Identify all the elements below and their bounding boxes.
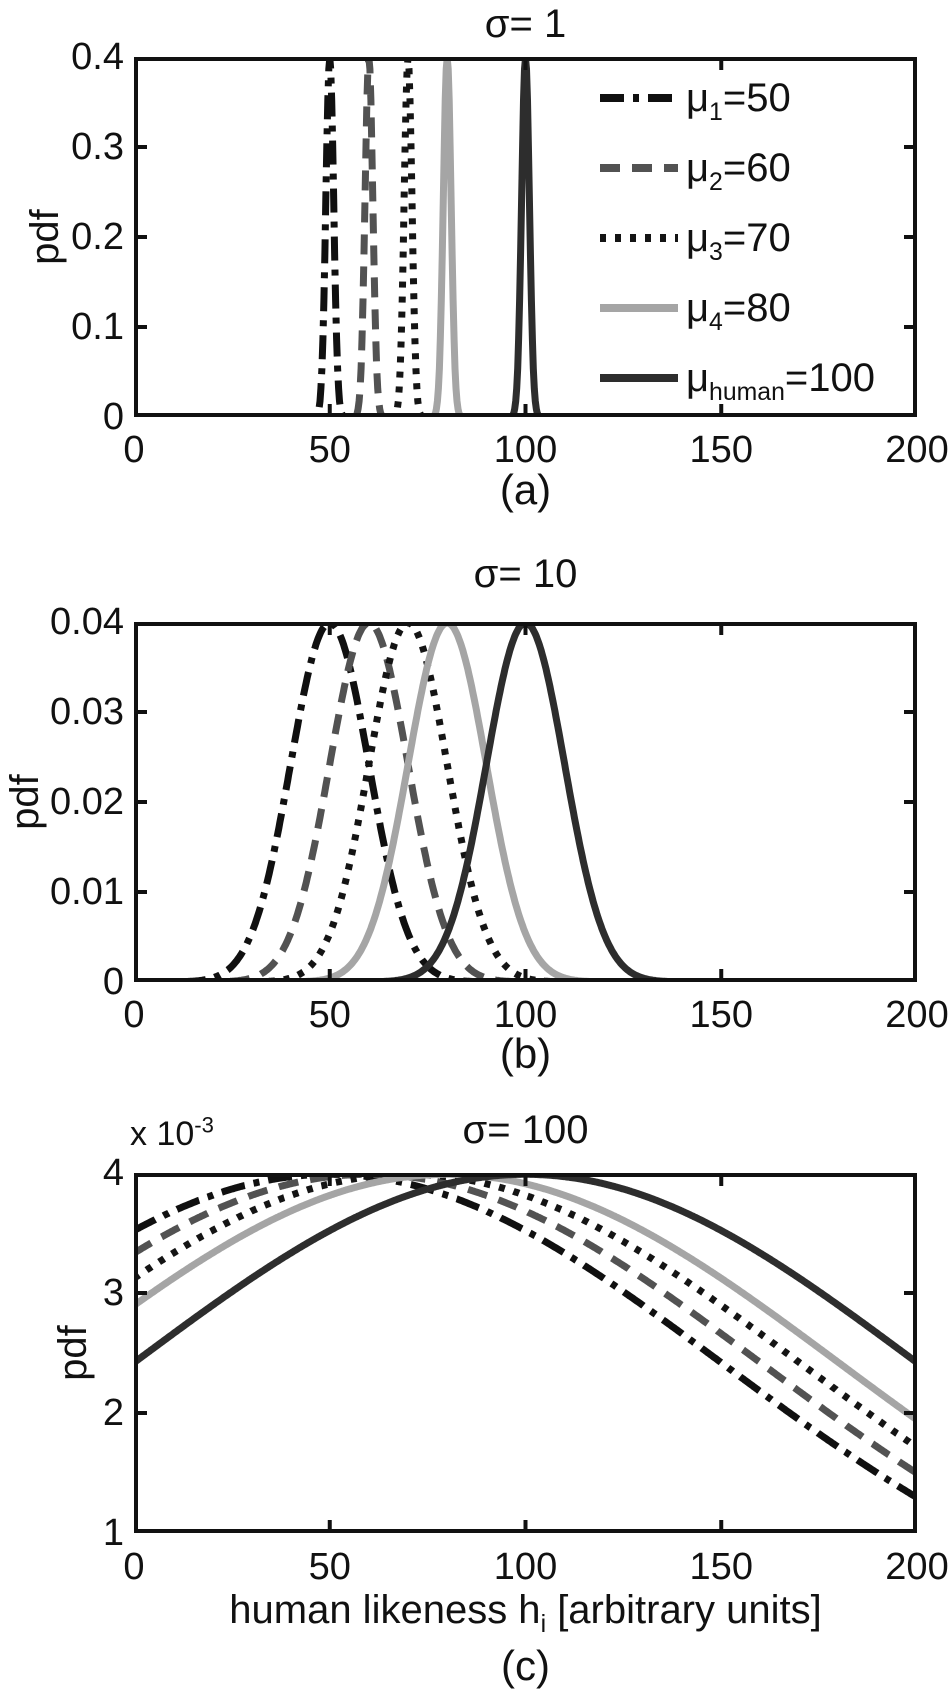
subplot-c-xaxis-label: human likeness hi [arbitrary units] [134,1588,917,1637]
ytick-label: 1 [102,1512,124,1554]
ytick-label: 0 [102,396,124,438]
xtick-label: 200 [885,994,949,1036]
xtick-label: 100 [493,994,558,1036]
ytick-label: 0.2 [71,216,124,258]
legend-value: =50 [722,75,791,120]
subplot-b-curves [134,622,917,982]
xtick-label: 100 [493,429,558,471]
ytick-label: 0.1 [71,306,124,348]
xtick-label: 50 [308,994,351,1036]
xtick-label: 150 [689,1546,753,1588]
ytick-label: 2 [102,1392,124,1434]
subplot-b-sublabel: (b) [499,1030,552,1077]
legend-label: μ3=70 [686,215,791,265]
legend-line-sample [600,234,678,242]
legend-mu: μ [686,355,710,400]
curve-μ2=60 [134,622,917,982]
legend-label: μ2=60 [686,145,791,195]
xtick-label: 0 [123,429,145,471]
subplot-b-plot-area [134,622,917,982]
curve-μ2=60 [134,1173,917,1477]
ytick-label: 0.4 [71,36,124,78]
legend-value: =80 [722,285,791,330]
xtick-label: 150 [689,429,753,471]
xtick-label: 0 [123,1546,145,1588]
legend-entry: μ2=60 [600,133,930,203]
axes-box [134,57,917,417]
ytick-label: 0.04 [50,601,124,643]
ytick-label: 0.3 [71,126,124,168]
legend-mu: μ [686,215,710,260]
curve-μ4=80 [134,622,917,982]
xtick-label: 200 [885,429,949,471]
legend-value: =70 [722,215,791,260]
legend-mu: μ [686,75,710,120]
legend-entry: μ4=80 [600,273,930,343]
legend-label: μ4=80 [686,285,791,335]
legend-mu: μ [686,145,710,190]
xtick-label: 100 [493,1546,558,1588]
legend-mu-subscript: 4 [709,308,723,336]
xaxis-label-sub: i [540,1611,547,1638]
subplot-c-sublabel: (c) [501,1642,550,1689]
legend-label: μ1=50 [686,75,791,125]
legend-line-sample [600,304,678,312]
subplot-a-plot-area [134,57,917,417]
xtick-label: 200 [885,1546,949,1588]
xtick-label: 50 [308,429,351,471]
ytick-label: 3 [102,1272,124,1314]
ytick-label: 0.03 [50,691,124,733]
xtick-label: 0 [123,994,145,1036]
xtick-label: 50 [308,1546,351,1588]
legend-value: =60 [722,145,791,190]
subplot-a-curves [134,57,917,417]
subplot-c-y-scale-label: x 10-3 [130,1114,214,1154]
legend-mu-subscript: 1 [709,98,723,126]
y-scale-exponent: -3 [194,1112,214,1138]
curve-μ1=50 [134,1173,917,1501]
subplot-a-sublabel: (a) [499,466,552,513]
legend-mu-subscript: 3 [709,238,723,266]
subplot-c-title: σ= 100 [462,1108,589,1152]
ytick-label: 0.01 [50,871,124,913]
legend-mu: μ [686,285,710,330]
legend: μ1=50 μ2=60 μ3=70 μ4=80 μhuman=100 [600,63,930,413]
legend-line-sample [600,94,678,102]
subplot-c-curves [134,1173,917,1533]
legend-entry: μhuman=100 [600,343,930,413]
ytick-label: 0.02 [50,781,124,823]
xaxis-label-post: [arbitrary units] [546,1588,822,1632]
legend-mu-subscript: human [709,378,785,406]
legend-line-sample [600,374,678,382]
legend-value: =100 [784,355,875,400]
ytick-label: 4 [102,1152,124,1194]
y-scale-base: x 10 [130,1115,195,1153]
axes-box [134,622,917,982]
legend-label: μhuman=100 [686,355,875,405]
subplot-a-title: σ= 1 [484,2,567,46]
legend-line-sample [600,164,678,172]
curve-μ3=70 [134,1173,917,1451]
ytick-label: 0 [102,961,124,1003]
xtick-label: 150 [689,994,753,1036]
xaxis-label-pre: human likeness h [229,1588,541,1632]
legend-mu-subscript: 2 [709,168,723,196]
subplot-c-plot-area [134,1173,917,1533]
axes-box [134,1173,917,1533]
legend-entry: μ3=70 [600,203,930,273]
subplot-b-title: σ= 10 [473,552,578,596]
legend-entry: μ1=50 [600,63,930,133]
